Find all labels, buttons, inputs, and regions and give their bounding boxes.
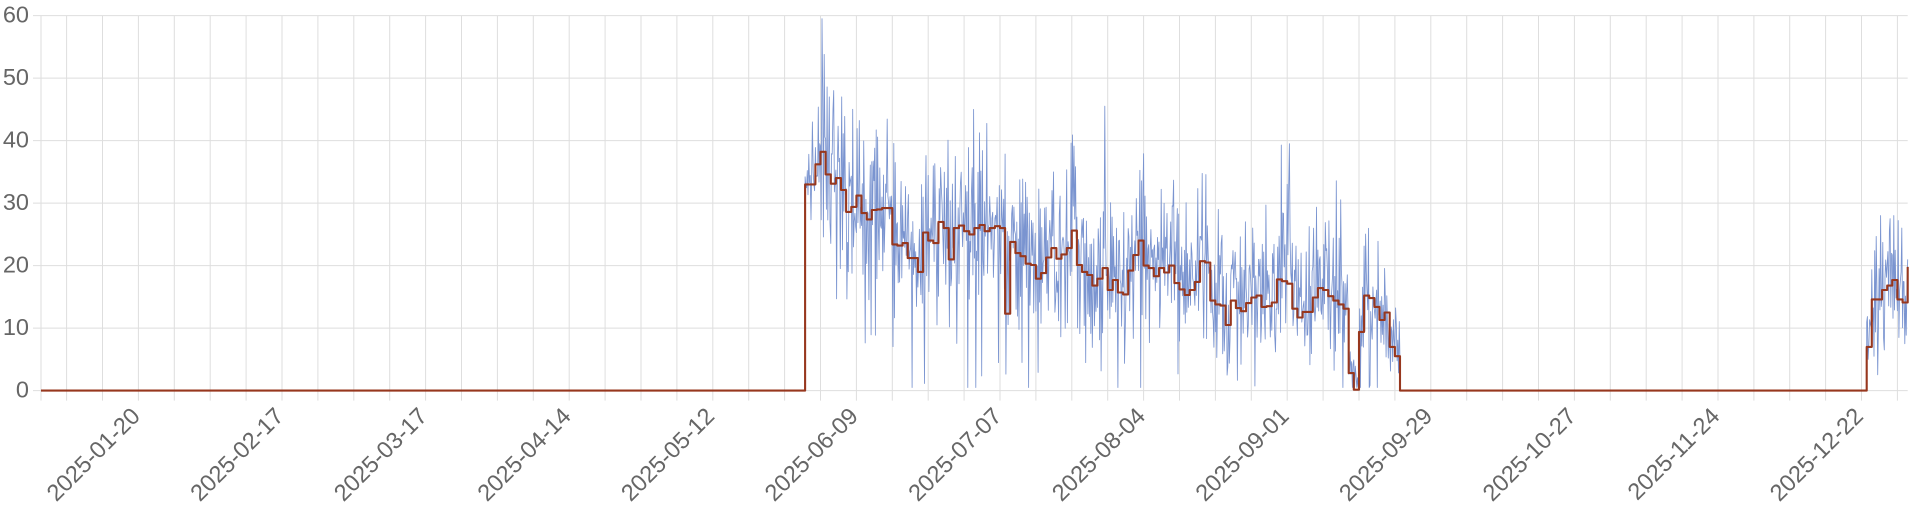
svg-text:30: 30 bbox=[3, 189, 29, 215]
svg-text:60: 60 bbox=[3, 1, 29, 27]
svg-text:0: 0 bbox=[16, 376, 29, 402]
svg-text:20: 20 bbox=[3, 251, 29, 277]
svg-text:40: 40 bbox=[3, 126, 29, 152]
svg-text:50: 50 bbox=[3, 64, 29, 90]
svg-text:10: 10 bbox=[3, 314, 29, 340]
